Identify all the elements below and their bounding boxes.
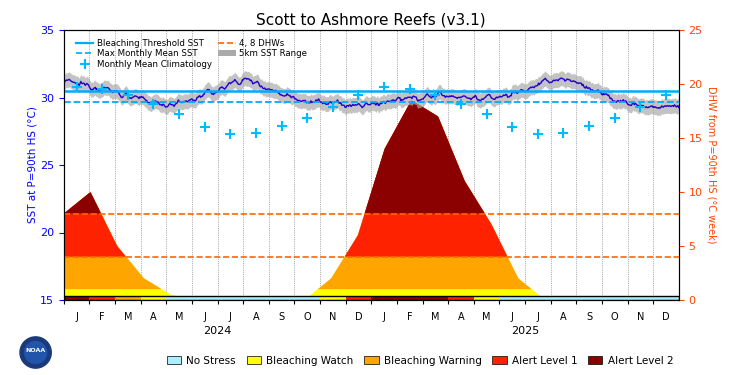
Y-axis label: SST at P=90th HS (°C): SST at P=90th HS (°C)	[27, 106, 38, 224]
Text: N: N	[329, 312, 337, 322]
Polygon shape	[25, 342, 46, 363]
Bar	[64, 296, 89, 300]
Bar	[576, 296, 602, 300]
Text: J: J	[536, 312, 539, 322]
Text: F: F	[406, 312, 412, 322]
Text: J: J	[511, 312, 514, 322]
Text: J: J	[203, 312, 206, 322]
Title: Scott to Ashmore Reefs (v3.1): Scott to Ashmore Reefs (v3.1)	[256, 12, 486, 27]
Text: D: D	[355, 312, 362, 322]
Bar	[294, 296, 320, 300]
Bar	[268, 296, 294, 300]
Text: A: A	[253, 312, 260, 322]
Bar	[89, 296, 115, 300]
Bar	[371, 296, 397, 300]
Text: N: N	[637, 312, 644, 322]
Text: M: M	[175, 312, 183, 322]
Text: 2024: 2024	[203, 326, 232, 336]
Text: S: S	[278, 312, 285, 322]
Bar	[243, 296, 268, 300]
Polygon shape	[20, 337, 51, 368]
Bar	[217, 296, 243, 300]
Text: J: J	[229, 312, 232, 322]
Bar	[166, 296, 192, 300]
Bar	[602, 296, 628, 300]
Bar	[628, 296, 653, 300]
Text: A: A	[560, 312, 567, 322]
Bar	[64, 296, 679, 300]
Text: M: M	[124, 312, 132, 322]
Text: M: M	[482, 312, 490, 322]
Bar	[653, 296, 679, 300]
Text: O: O	[303, 312, 311, 322]
Legend: No Stress, Bleaching Watch, Bleaching Warning, Alert Level 1, Alert Level 2: No Stress, Bleaching Watch, Bleaching Wa…	[163, 351, 677, 370]
Text: O: O	[610, 312, 619, 322]
Bar	[115, 296, 141, 300]
Text: J: J	[75, 312, 78, 322]
Bar	[550, 296, 576, 300]
Text: A: A	[458, 312, 464, 322]
Text: S: S	[586, 312, 592, 322]
Text: NOAA: NOAA	[26, 348, 46, 353]
Bar	[192, 296, 217, 300]
Text: J: J	[382, 312, 386, 322]
Bar	[448, 296, 474, 300]
Bar	[474, 296, 500, 300]
Text: D: D	[662, 312, 670, 322]
Text: 2025: 2025	[511, 326, 539, 336]
Bar	[397, 296, 422, 300]
Text: A: A	[150, 312, 157, 322]
Text: F: F	[99, 312, 105, 322]
Y-axis label: DHW from P=90th HS (°C week): DHW from P=90th HS (°C week)	[706, 86, 716, 244]
Bar	[500, 296, 525, 300]
Bar	[141, 296, 166, 300]
Bar	[320, 296, 346, 300]
Bar	[346, 296, 371, 300]
Bar	[525, 296, 550, 300]
Text: M: M	[431, 312, 439, 322]
Bar	[422, 296, 448, 300]
Legend: Bleaching Threshold SST, Max Monthly Mean SST, Monthly Mean Climatology, 4, 8 DH: Bleaching Threshold SST, Max Monthly Mea…	[74, 37, 309, 71]
